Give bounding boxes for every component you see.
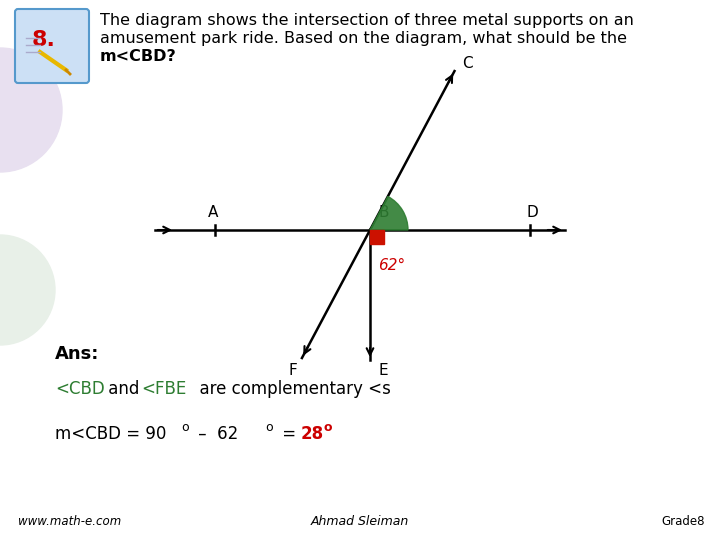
Text: 8.: 8. bbox=[32, 30, 56, 50]
Text: are complementary <s: are complementary <s bbox=[189, 380, 391, 398]
Text: and: and bbox=[103, 380, 145, 398]
Text: F: F bbox=[288, 363, 297, 378]
Text: o: o bbox=[181, 421, 189, 434]
Wedge shape bbox=[370, 197, 408, 230]
Text: The diagram shows the intersection of three metal supports on an: The diagram shows the intersection of th… bbox=[100, 13, 634, 28]
Text: amusement park ride. Based on the diagram, what should be the: amusement park ride. Based on the diagra… bbox=[100, 31, 627, 46]
Circle shape bbox=[0, 48, 62, 172]
Text: 28: 28 bbox=[301, 425, 324, 443]
Text: Grade8: Grade8 bbox=[662, 515, 705, 528]
Text: o: o bbox=[265, 421, 273, 434]
Text: <CBD: <CBD bbox=[55, 380, 104, 398]
FancyBboxPatch shape bbox=[15, 9, 89, 83]
Bar bbox=[370, 230, 384, 244]
Text: –  62: – 62 bbox=[193, 425, 238, 443]
Text: A: A bbox=[208, 205, 218, 220]
Text: 62°: 62° bbox=[378, 258, 405, 273]
Text: B: B bbox=[378, 205, 389, 220]
Text: www.math-e.com: www.math-e.com bbox=[18, 515, 121, 528]
Text: Ans:: Ans: bbox=[55, 345, 99, 363]
Text: m<CBD?: m<CBD? bbox=[100, 49, 176, 64]
Text: Ahmad Sleiman: Ahmad Sleiman bbox=[311, 515, 409, 528]
Text: m<CBD = 90: m<CBD = 90 bbox=[55, 425, 166, 443]
Text: o: o bbox=[323, 421, 331, 434]
Text: D: D bbox=[526, 205, 538, 220]
Text: =: = bbox=[277, 425, 302, 443]
Text: C: C bbox=[462, 56, 473, 71]
Text: E: E bbox=[378, 363, 387, 378]
Circle shape bbox=[0, 235, 55, 345]
Text: <FBE: <FBE bbox=[141, 380, 186, 398]
